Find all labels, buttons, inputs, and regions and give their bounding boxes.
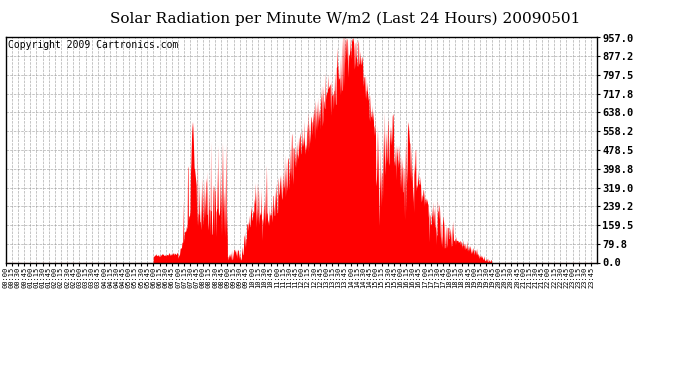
Text: Copyright 2009 Cartronics.com: Copyright 2009 Cartronics.com: [8, 40, 179, 50]
Text: Solar Radiation per Minute W/m2 (Last 24 Hours) 20090501: Solar Radiation per Minute W/m2 (Last 24…: [110, 11, 580, 26]
